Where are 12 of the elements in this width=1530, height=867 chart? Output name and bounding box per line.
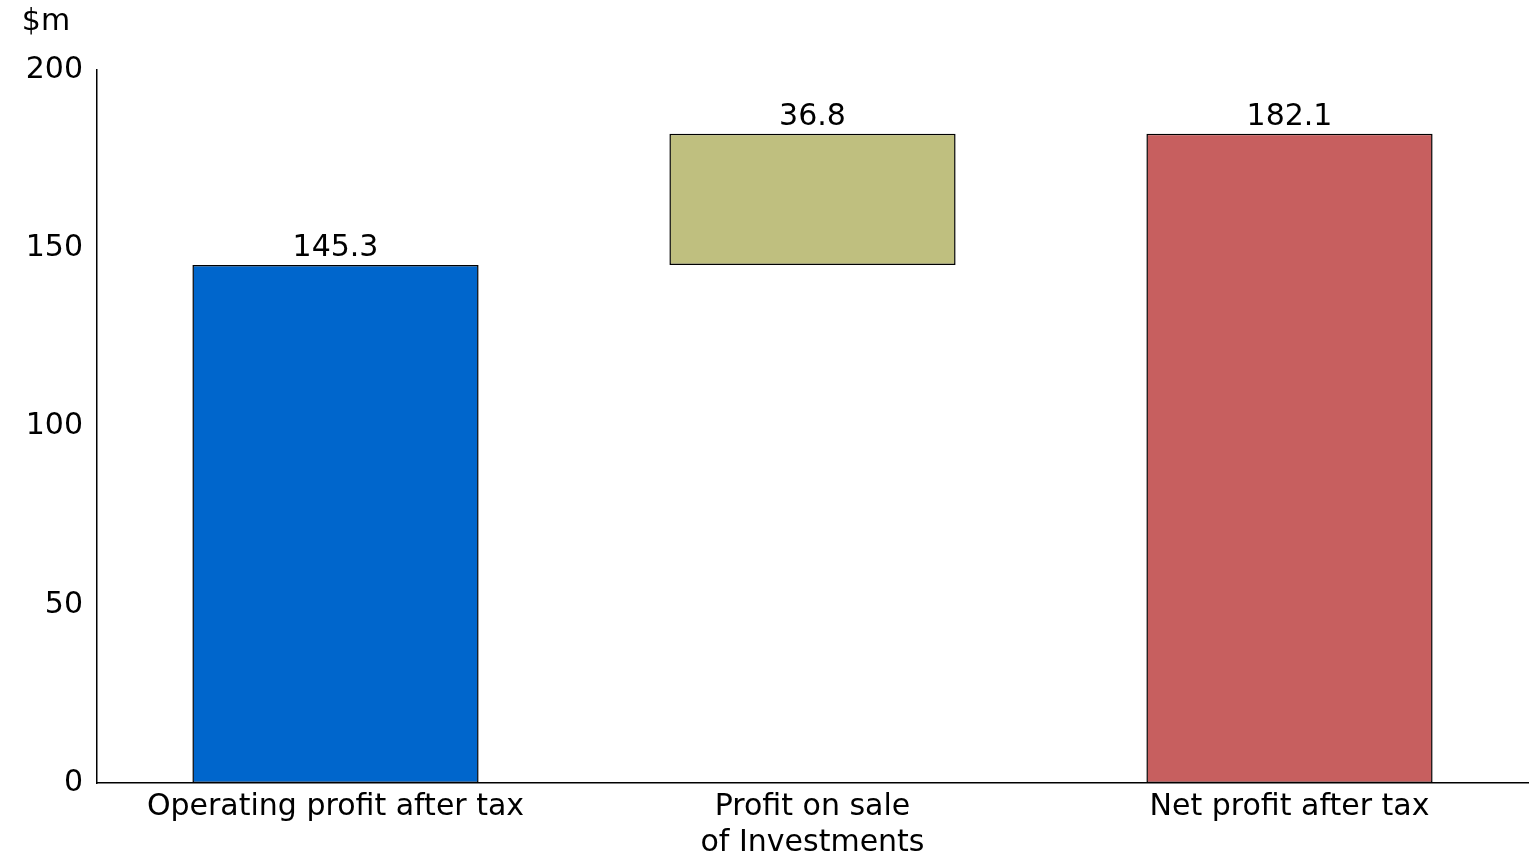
- data-label: 145.3: [292, 227, 379, 263]
- data-label: 182.1: [1246, 96, 1333, 132]
- y-tick-label: 200: [25, 49, 83, 85]
- x-tick-label: Profit on sale of Investments: [700, 786, 925, 858]
- x-tick-label: Net profit after tax: [1149, 786, 1430, 822]
- y-tick-label: 0: [63, 762, 83, 798]
- data-label: 36.8: [779, 96, 846, 132]
- y-axis-title: $m: [21, 1, 71, 37]
- y-tick-label: 100: [25, 406, 83, 442]
- y-tick-label: 150: [25, 228, 83, 264]
- y-tick-label: 50: [44, 584, 83, 620]
- x-tick-label: Operating profit after tax: [146, 786, 525, 822]
